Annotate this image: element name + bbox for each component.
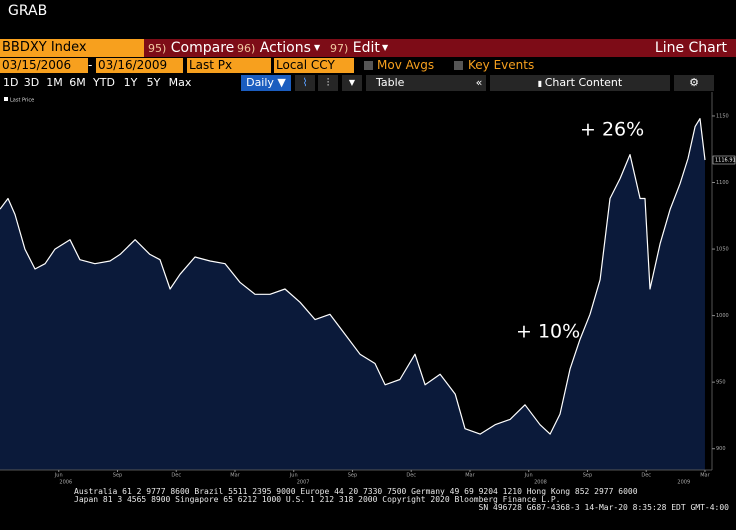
calendar-icon[interactable] [173,58,183,73]
checkbox[interactable] [454,61,463,70]
annotation: + 26% [580,119,644,141]
menu-label: Actions [259,40,311,56]
x-tick-label: Dec [641,473,651,479]
period-button[interactable]: 1D [3,76,19,89]
option-label: Key Events [468,58,535,72]
legend-swatch [4,97,8,101]
frequency-select[interactable]: Daily ▼ [241,75,291,91]
menu-key: 96) [237,42,256,55]
last-price-box [712,155,736,165]
toolbar: BBDXY Index 95) Compare 96) Actions ▼ 97… [0,39,736,57]
y-tick-label: 1050 [716,247,729,253]
dropdown-arrow: ▼ [314,43,321,52]
period-button[interactable]: 3D [23,76,40,89]
y-tick-label: 1000 [716,313,729,319]
menu-edit[interactable]: 97) Edit [330,39,380,58]
period-button[interactable]: 5Y [146,76,161,89]
footer-line: Japan 81 3 4565 8900 Singapore 65 6212 1… [74,495,561,504]
period-button[interactable]: 1Y [123,76,138,89]
x-tick-label: Jun [289,473,298,479]
menu-compare[interactable]: 95) Compare [148,39,234,58]
bar-icon[interactable]: ⫶ [318,75,338,91]
line-icon[interactable]: ⌇ [295,75,315,91]
collapse-button[interactable]: « [472,75,486,91]
view-name: Line Chart [654,40,727,56]
x-tick-label: Mar [700,473,710,479]
more-icon[interactable]: ▼ [342,75,362,91]
field-select[interactable]: Last Px [187,58,271,73]
year-label: 2008 [534,480,547,486]
date-separator: - [88,58,93,72]
year-label: 2007 [297,480,310,486]
currency-select[interactable]: Local CCY [274,58,346,73]
chart: Last Price 900 950 1000 1050 1100 1150 1116.91… [0,92,736,486]
x-tick-label: Jun [524,473,533,479]
checkbox[interactable] [364,61,373,70]
legend-label: Last Price [10,98,34,104]
footer-line: Australia 61 2 9777 8600 Brazil 5511 239… [74,487,638,496]
menu-key: 95) [148,42,167,55]
footer-line: SN 496728 G687-4368-3 14-Mar-20 8:35:28 … [478,503,729,512]
y-tick-label: 950 [716,380,726,386]
menu-label: Compare [170,40,235,56]
y-tick-label: 900 [716,446,726,452]
price-line [0,118,706,435]
year-label: 2006 [59,480,72,486]
x-tick-label: Sep [113,473,122,479]
x-tick-label: Sep [348,473,357,479]
icon: ▮ [537,79,545,88]
dropdown-arrow: ▼ [382,43,389,52]
y-tick-label: 1150 [716,113,729,119]
last-price-label: 1116.91 [715,158,736,164]
period-button[interactable]: 1M [46,76,63,89]
period-button[interactable]: YTD [93,76,115,89]
x-tick-label: Dec [406,473,416,479]
x-tick-label: Mar [465,473,475,479]
chart-content-label: Chart Content [544,76,623,89]
end-date[interactable]: 03/16/2009 [96,58,173,73]
x-tick-label: Sep [583,473,592,479]
window-title: GRAB [8,3,48,19]
annotation: + 10% [516,321,580,343]
option-label: Mov Avgs [377,58,435,72]
currency-dropdown[interactable] [346,58,354,73]
menu-key: 97) [330,42,349,55]
period-button[interactable]: Max [168,76,192,89]
x-tick-label: Dec [171,473,181,479]
start-date[interactable]: 03/15/2006 [0,58,88,73]
period-button[interactable]: 6M [69,76,86,89]
x-tick-label: Mar [230,473,240,479]
menu-actions[interactable]: 96) Actions [237,39,311,58]
menu-label: Edit [352,40,380,56]
x-tick-label: Jun [54,473,63,479]
y-tick-label: 1100 [716,180,729,186]
chart-content-button[interactable]: ▮ Chart Content [490,75,670,91]
year-label: 2009 [677,480,690,486]
security-field[interactable]: BBDXY Index [0,39,144,57]
table-button[interactable]: Table [366,75,472,91]
settings-icon[interactable]: ⚙ [674,75,714,91]
area-fill [0,118,705,470]
